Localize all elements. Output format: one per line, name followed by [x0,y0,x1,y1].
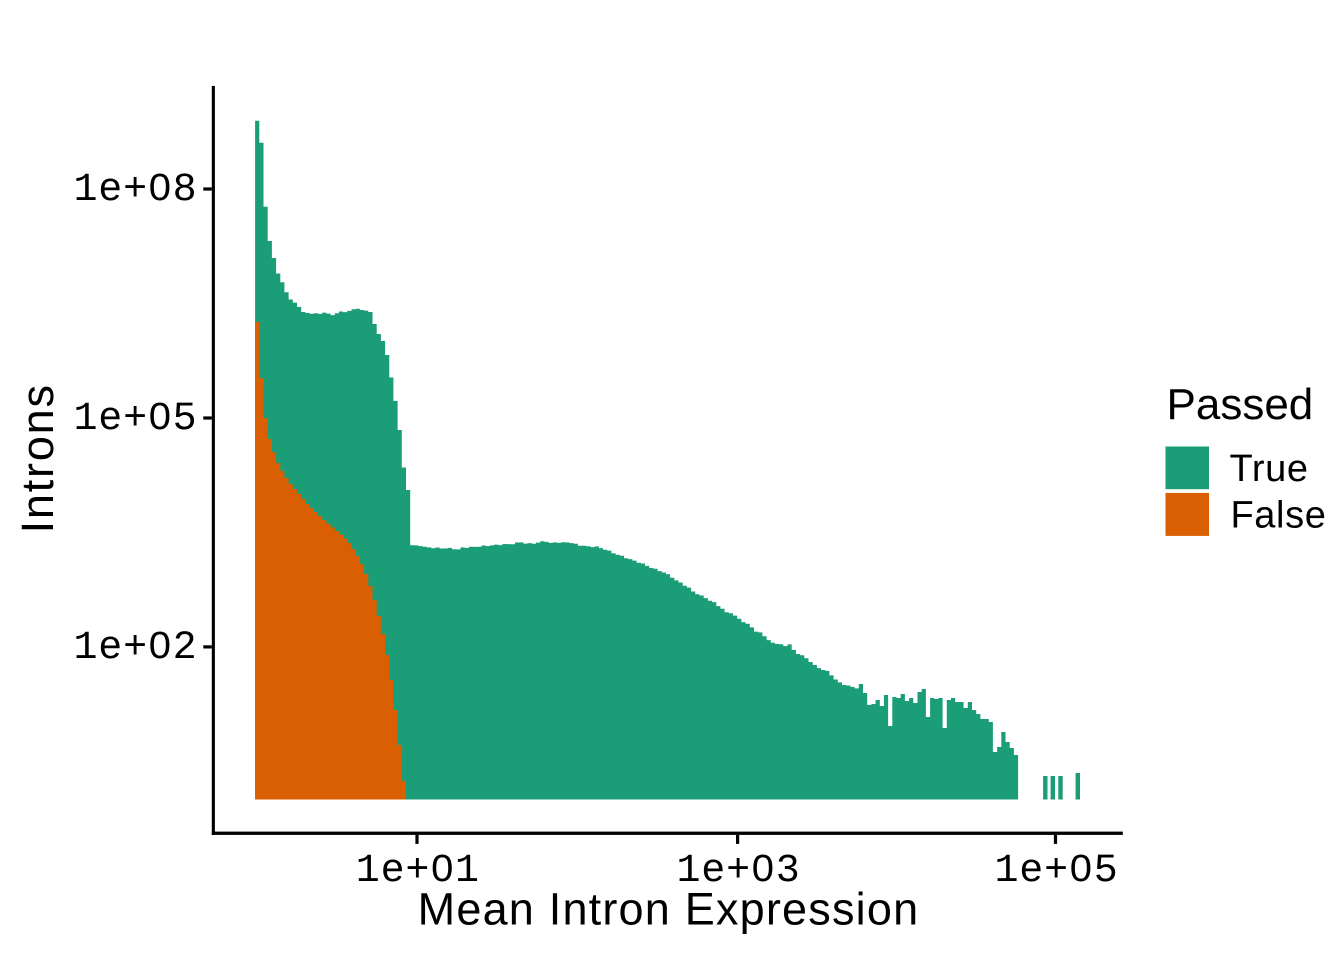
svg-text:1e+05: 1e+05 [994,849,1118,894]
svg-text:Passed: Passed [1167,380,1314,429]
svg-text:Mean Intron Expression: Mean Intron Expression [418,884,920,935]
svg-text:Introns: Introns [12,383,63,533]
svg-text:False: False [1231,495,1327,537]
svg-text:1e+01: 1e+01 [356,849,480,894]
svg-text:1e+08: 1e+08 [73,168,197,213]
svg-text:True: True [1230,448,1309,490]
svg-text:1e+05: 1e+05 [73,397,197,442]
svg-text:1e+03: 1e+03 [676,849,800,894]
svg-text:1e+02: 1e+02 [73,626,197,671]
